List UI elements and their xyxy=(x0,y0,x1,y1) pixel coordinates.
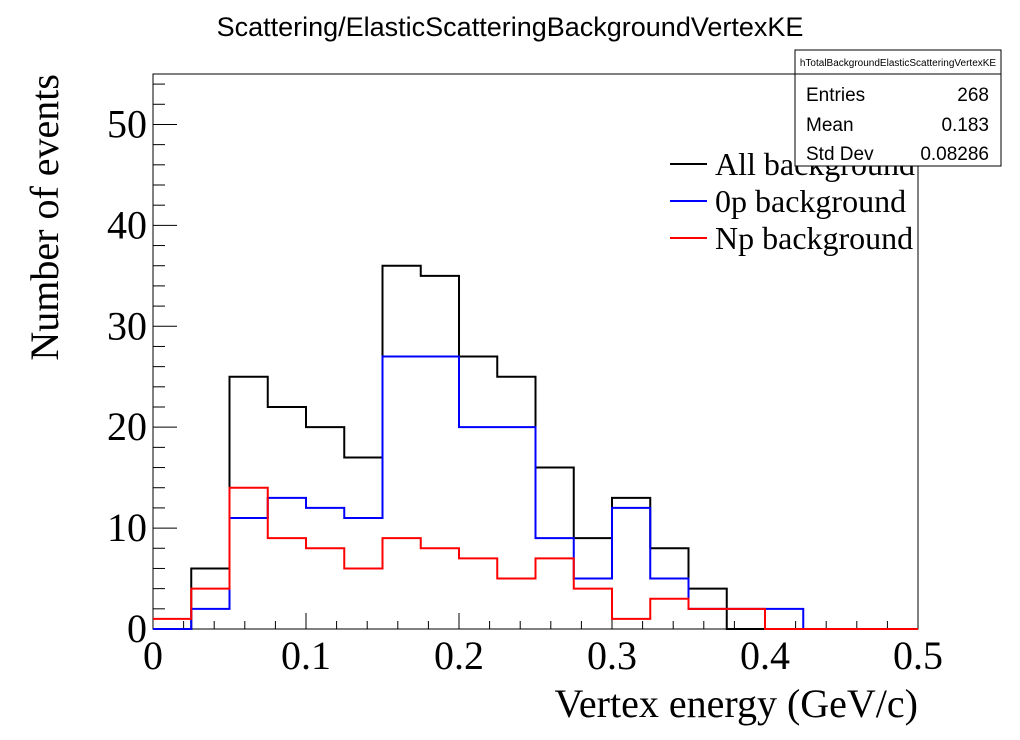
x-axis: 0 0.1 0.2 0.3 0.4 0.5 xyxy=(143,613,943,678)
stats-entries-value: 268 xyxy=(957,85,989,106)
stats-stddev-value: 0.08286 xyxy=(920,144,989,165)
x-tick-label: 0 xyxy=(143,633,163,678)
histogram-series xyxy=(153,264,918,630)
x-tick-label: 0.4 xyxy=(740,633,790,678)
stats-mean-value: 0.183 xyxy=(941,115,989,136)
y-tick-label: 10 xyxy=(107,505,147,550)
stats-entries-label: Entries xyxy=(806,85,865,106)
legend-label: Np background xyxy=(715,220,913,256)
y-tick-label: 50 xyxy=(107,101,147,146)
y-tick-label: 0 xyxy=(127,606,147,651)
y-axis-label: Number of events xyxy=(22,74,67,361)
legend-label: 0p background xyxy=(715,183,906,219)
y-tick-label: 30 xyxy=(107,303,147,348)
x-tick-label: 0.1 xyxy=(281,633,331,678)
stats-mean-label: Mean xyxy=(806,115,854,136)
histogram-series xyxy=(153,486,918,630)
x-axis-label: Vertex energy (GeV/c) xyxy=(554,681,918,726)
stats-box-frame xyxy=(794,49,1002,167)
stats-box: hTotalBackgroundElasticScatteringVertexK… xyxy=(794,49,1002,167)
y-tick-label: 20 xyxy=(107,404,147,449)
stats-box-title: hTotalBackgroundElasticScatteringVertexK… xyxy=(800,58,997,69)
x-tick-label: 0.2 xyxy=(434,633,484,678)
y-axis: 0 10 20 30 40 50 xyxy=(107,83,177,651)
plot-frame xyxy=(152,73,919,630)
y-tick-label: 40 xyxy=(107,202,147,247)
chart-title: Scattering/ElasticScatteringBackgroundVe… xyxy=(217,12,804,42)
x-tick-label: 0.3 xyxy=(587,633,637,678)
stats-stddev-label: Std Dev xyxy=(806,144,874,165)
x-tick-label: 0.5 xyxy=(893,633,943,678)
series-group xyxy=(153,264,918,630)
